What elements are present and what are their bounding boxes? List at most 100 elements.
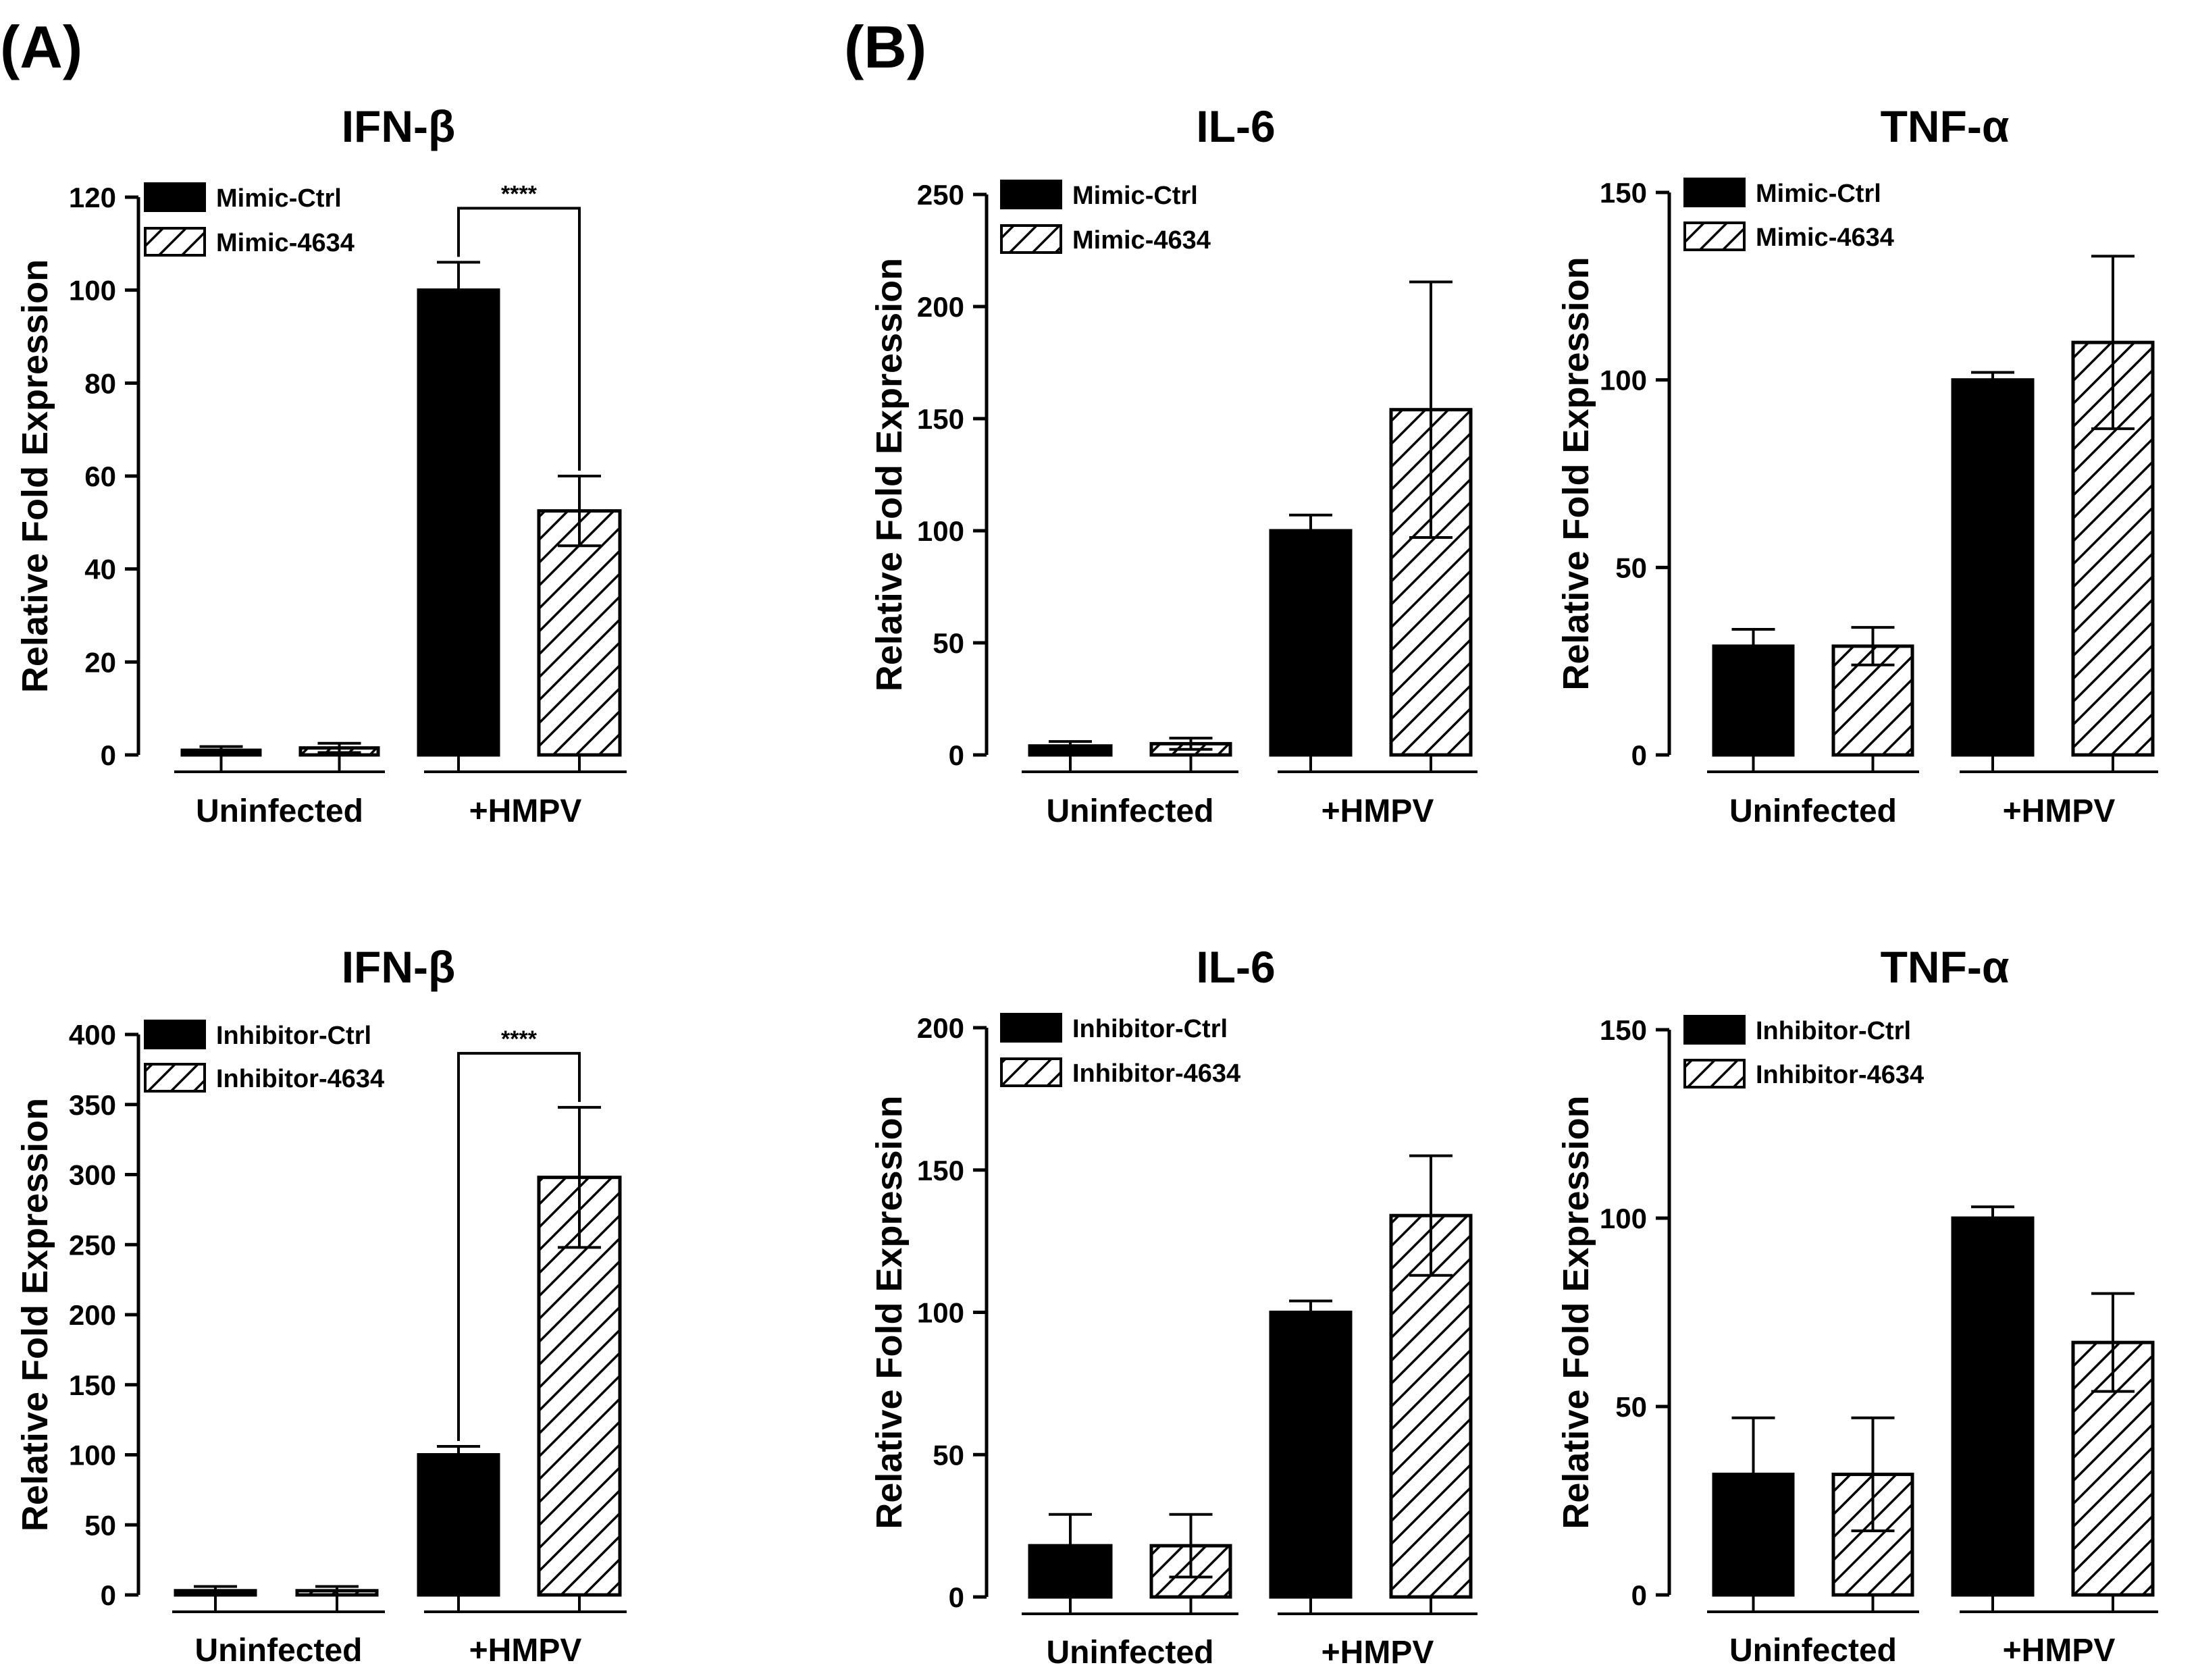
- legend-label: Inhibitor-4634: [1756, 1061, 1924, 1089]
- group-label: +HMPV: [469, 793, 582, 829]
- legend-swatch: [1683, 178, 1746, 207]
- bar-mimic-ctrl: [1269, 529, 1353, 757]
- y-tick-label: 200: [69, 1299, 116, 1331]
- legend-label: Mimic-Ctrl: [216, 184, 342, 213]
- bar-mimic-ctrl: [1951, 378, 2035, 757]
- legend-swatch: [1683, 1059, 1746, 1088]
- legend-label: Mimic-Ctrl: [1072, 182, 1198, 210]
- legend-swatch: [1000, 1057, 1062, 1087]
- legend-swatch: [144, 1020, 206, 1049]
- y-tick-label: 100: [69, 1440, 116, 1471]
- legend-label: Inhibitor-4634: [216, 1065, 384, 1093]
- chart-title: IFN-β: [342, 101, 456, 151]
- y-tick-label: 50: [1615, 552, 1647, 583]
- legend-label: Mimic-4634: [1756, 224, 1894, 252]
- significance-label: ****: [501, 1026, 538, 1052]
- significance-label: ****: [501, 181, 538, 207]
- legend-swatch: [1000, 180, 1062, 209]
- legend-label: Inhibitor-Ctrl: [1072, 1015, 1228, 1043]
- y-tick-label: 150: [1600, 177, 1647, 209]
- y-tick-label: 50: [1615, 1391, 1647, 1423]
- chart-4: IFN-β Relative Fold Expression 0 50 100 150 20…: [15, 942, 627, 1669]
- legend-swatch: [1683, 221, 1746, 251]
- bar-mimic-ctrl: [1712, 644, 1795, 757]
- legend-label: Inhibitor-Ctrl: [1756, 1017, 1911, 1045]
- chart-title: TNF-α: [1881, 101, 2010, 151]
- group-label: +HMPV: [469, 1633, 582, 1669]
- y-tick-label: 150: [1600, 1014, 1647, 1046]
- y-tick-label: 50: [933, 1439, 964, 1471]
- y-tick-label: 100: [1600, 1203, 1647, 1234]
- group-label: +HMPV: [2003, 1633, 2116, 1669]
- y-tick-label: 80: [84, 367, 116, 399]
- group-label: +HMPV: [1322, 1635, 1434, 1671]
- y-axis-label: Relative Fold Expression: [869, 258, 910, 691]
- legend-label: Inhibitor-4634: [1072, 1059, 1240, 1088]
- significance-bracket: [457, 207, 581, 471]
- y-tick-label: 20: [84, 646, 116, 678]
- legend-label: Mimic-4634: [1072, 226, 1211, 255]
- y-tick-label: 0: [101, 739, 116, 771]
- legend-swatch: [1000, 1013, 1062, 1043]
- y-tick-label: 120: [69, 182, 116, 213]
- y-axis-label: Relative Fold Expression: [15, 1098, 55, 1531]
- chart-title: TNF-α: [1881, 942, 2010, 992]
- y-tick-label: 150: [917, 1155, 964, 1186]
- y-tick-label: 150: [69, 1369, 116, 1401]
- group-label: Uninfected: [1729, 793, 1897, 829]
- y-tick-label: 150: [917, 403, 964, 435]
- y-tick-label: 400: [69, 1019, 116, 1051]
- group-label: Uninfected: [1046, 793, 1213, 829]
- legend-swatch: [144, 1063, 206, 1093]
- significance-bracket: [457, 1051, 581, 1442]
- y-axis-label: Relative Fold Expression: [1556, 1095, 1596, 1529]
- chart-title: IL-6: [1196, 101, 1275, 151]
- chart-title: IL-6: [1196, 942, 1275, 992]
- bar-inhibitor-4634: [1389, 1213, 1473, 1599]
- legend-label: Inhibitor-Ctrl: [216, 1022, 371, 1050]
- panel-label-a: (A): [0, 14, 82, 80]
- y-axis-label: Relative Fold Expression: [15, 259, 55, 693]
- legend-swatch: [1683, 1015, 1746, 1045]
- bar-mimic-4634: [537, 509, 622, 757]
- y-tick-label: 200: [917, 291, 964, 323]
- legend-swatch: [144, 182, 206, 212]
- y-tick-label: 100: [917, 1297, 964, 1329]
- bar-inhibitor-ctrl: [1712, 1472, 1795, 1597]
- group-label: Uninfected: [196, 793, 363, 829]
- chart-6: TNF-α Relative Fold Expression 0 50 100 150 Un…: [1556, 942, 2158, 1669]
- y-tick-label: 60: [84, 461, 116, 492]
- bar-inhibitor-ctrl: [1951, 1216, 2035, 1597]
- chart-title: IFN-β: [342, 942, 456, 992]
- y-tick-label: 100: [917, 515, 964, 547]
- legend-label: Mimic-4634: [216, 229, 355, 257]
- bar-inhibitor-ctrl: [174, 1589, 257, 1597]
- panel-label-b: (B): [844, 14, 926, 80]
- bar-inhibitor-ctrl: [417, 1453, 500, 1597]
- group-label: Uninfected: [194, 1633, 362, 1669]
- y-tick-label: 300: [69, 1159, 116, 1191]
- y-tick-label: 50: [933, 627, 964, 659]
- chart-3: TNF-α Relative Fold Expression 0 50 100 150 Un…: [1556, 101, 2158, 829]
- chart-1: IFN-β Relative Fold Expression 0 20 40 60 80 10…: [15, 101, 627, 829]
- y-tick-label: 0: [1631, 739, 1647, 771]
- charts-container: IFN-β Relative Fold Expression 0 20 40 60 80 10…: [15, 101, 2158, 1671]
- legend-swatch: [144, 227, 206, 257]
- group-label: Uninfected: [1046, 1635, 1213, 1671]
- legend-swatch: [1000, 224, 1062, 254]
- group-label: +HMPV: [1322, 793, 1434, 829]
- y-tick-label: 350: [69, 1089, 116, 1121]
- group-label: Uninfected: [1729, 1633, 1897, 1669]
- y-tick-label: 0: [949, 1581, 964, 1613]
- bar-mimic-ctrl: [180, 748, 262, 757]
- y-tick-label: 0: [1631, 1579, 1647, 1611]
- bar-inhibitor-ctrl: [1028, 1544, 1113, 1599]
- group-label: +HMPV: [2003, 793, 2116, 829]
- y-tick-label: 50: [84, 1509, 116, 1541]
- y-tick-label: 0: [949, 739, 964, 771]
- y-tick-label: 40: [84, 554, 116, 585]
- bar-inhibitor-ctrl: [1269, 1311, 1353, 1599]
- y-tick-label: 250: [69, 1229, 116, 1261]
- y-axis-label: Relative Fold Expression: [1556, 257, 1596, 690]
- y-tick-label: 100: [69, 275, 116, 307]
